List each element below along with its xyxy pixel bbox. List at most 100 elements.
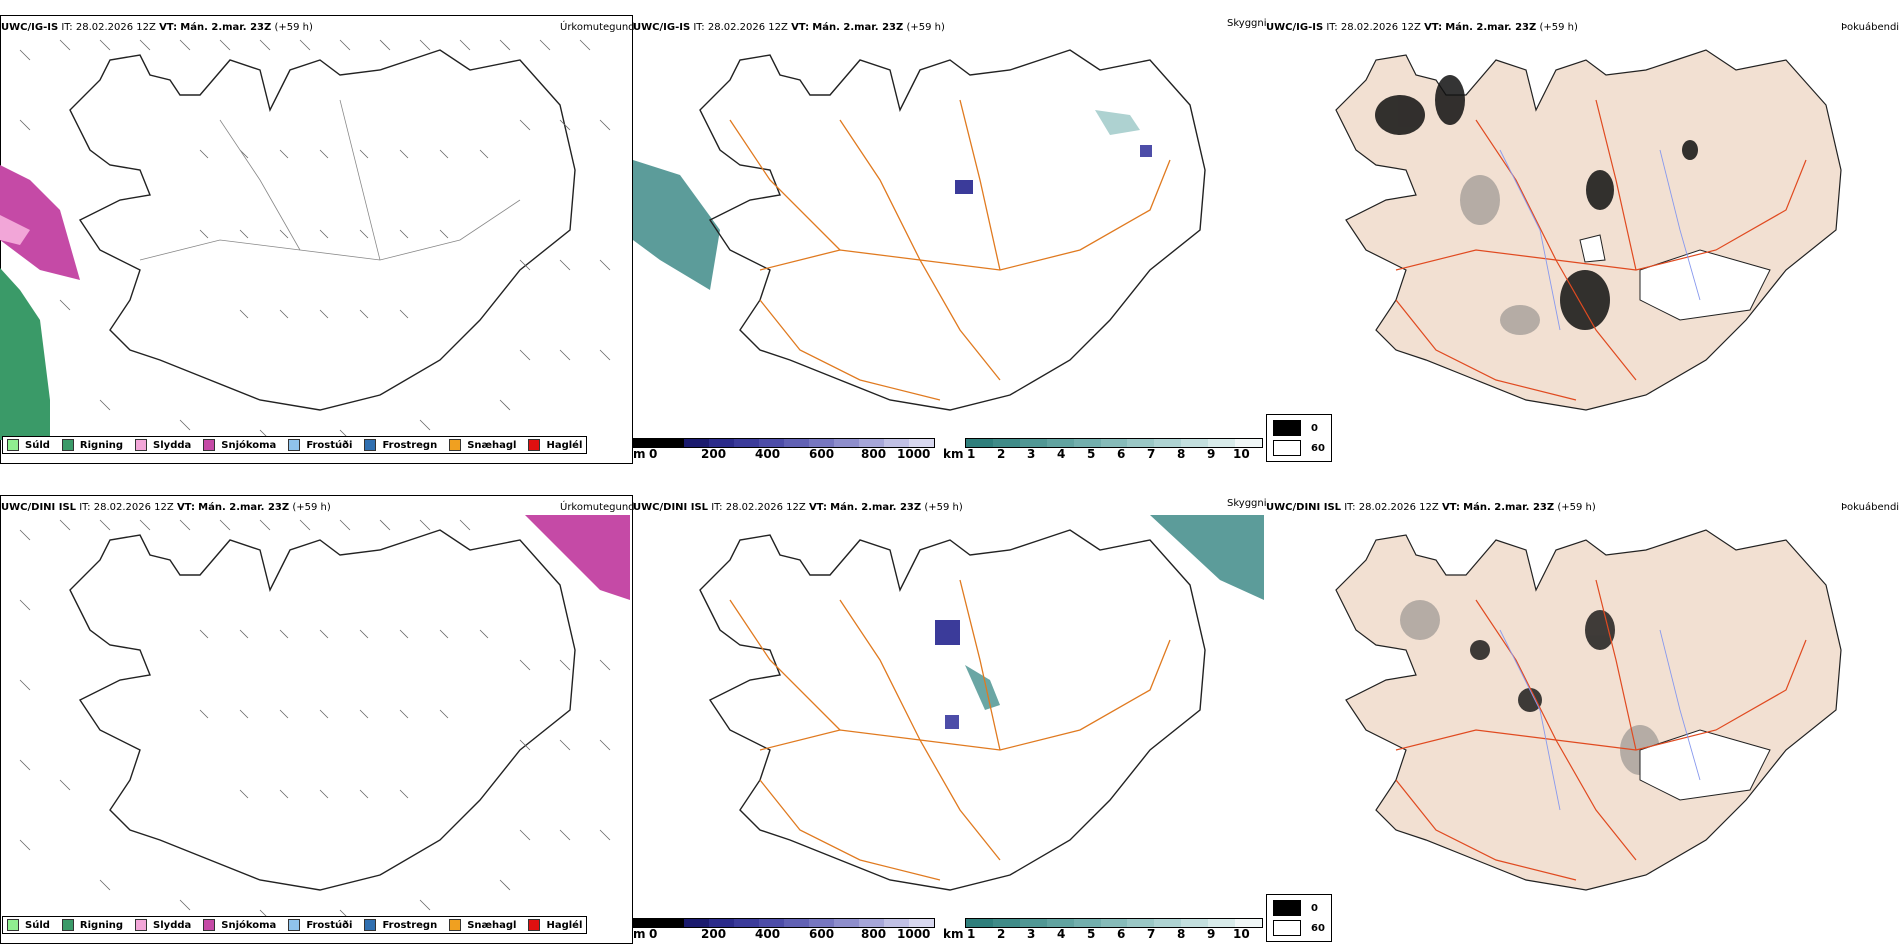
colorbar-unit: km [943,927,964,941]
elevation-colorbar-segments [633,918,935,928]
vt-value: Mán. 2.mar. 23Z [812,22,904,33]
iceland-outline [69,529,576,891]
legend-item: Frostúði [288,439,352,451]
legend-swatch [61,439,74,451]
roads [729,579,1171,881]
fog-grey-patches [1460,175,1540,335]
colorbar-unit: km [943,447,964,461]
legend-item: Súld [7,439,50,451]
low-visibility-area [633,160,720,290]
colorbar-tick: 8 [1177,927,1186,941]
vt-value: Mán. 2.mar. 23Z [180,22,272,33]
legend-item: Snæhagl [449,439,516,451]
legend-label: Snjókoma [221,919,277,931]
vt-value: Mán. 2.mar. 23Z [1463,502,1555,513]
legend-swatch [449,919,462,931]
fog-dark-patches [1375,75,1698,330]
legend-swatch [203,919,216,931]
legend-label: Frostregn [382,919,438,931]
model-name: UWC/IG-IS [633,22,691,33]
glacier-mark [935,620,960,645]
glacier-mark [945,715,959,729]
precip-map [19,515,630,921]
colorbar-tick: 2 [997,927,1006,941]
legend-item: Snæhagl [449,919,516,931]
fog-legend-label: 0 [1311,902,1318,914]
vt-value: Mán. 2.mar. 23Z [198,502,290,513]
legend-swatch [364,919,377,931]
visibility-colorbar-segments [965,438,1263,448]
fog-legend-item: 60 [1273,918,1325,938]
model-name: UWC/IG-IS [1266,22,1324,33]
it-value: 28.02.2026 12Z [1358,502,1439,513]
colorbar-tick: 9 [1207,927,1216,941]
it-label: IT: [61,22,73,33]
panel-title-visibility: Skyggni [1227,18,1267,29]
legend-item: Haglél [528,439,582,451]
it-label: IT: [79,502,91,513]
colorbar-tick: 2 [997,447,1006,461]
colorbar-tick: 400 [755,447,781,461]
roads [1395,99,1807,401]
legend-label: Frostúði [306,439,353,451]
panel-title-visibility: Skyggni [1227,498,1267,509]
legend-item: Súld [7,919,50,931]
run-header: UWC/IG-IS IT: 28.02.2026 12Z VT: Mán. 2.… [1266,22,1578,33]
model-name: UWC/DINI ISL [1,502,77,513]
model-name: UWC/DINI ISL [633,502,709,513]
legend-label: Snæhagl [467,919,517,931]
vt-value: Mán. 2.mar. 23Z [830,502,922,513]
run-header: UWC/DINI ISL IT: 28.02.2026 12Z VT: Mán.… [633,502,963,513]
legend-item: Snjókoma [203,919,276,931]
fog-legend-swatch [1273,440,1301,456]
legend-item: Frostregn [364,919,437,931]
colorbar-tick: 600 [809,927,835,941]
precip-map [0,39,611,441]
snow-area [525,515,630,600]
colorbar-tick: 5 [1087,447,1096,461]
legend-label: Frostúði [306,919,353,931]
fog-legend-label: 60 [1311,922,1325,934]
vt-label: VT: [791,22,810,33]
iceland-outline [699,529,1206,891]
legend-label: Slydda [153,439,192,451]
it-value: 28.02.2026 12Z [707,22,788,33]
lead-time: (+59 h) [274,22,313,33]
colorbar-tick: 200 [701,927,727,941]
legend-swatch [7,439,19,451]
legend-swatch [288,439,301,451]
precip-legend: Súld Rigning Slydda Snjókoma Frostúði Fr… [2,916,588,934]
legend-label: Haglél [546,439,583,451]
visibility-map [633,49,1206,411]
panel-title-precip: Úrkomutegund [560,502,635,513]
visibility-colorbar-segments [965,918,1263,928]
colorbar-unit: m [633,927,646,941]
elevation-colorbar: m 0 200 400 600 800 1000 [633,438,935,461]
legend-item: Frostúði [288,919,352,931]
glacier-mark [955,180,973,194]
colorbar-tick: 0 [649,927,658,941]
fog-legend-swatch [1273,420,1301,436]
rivers [1499,629,1701,811]
legend-label: Snjókoma [221,439,277,451]
colorbar-tick: 4 [1057,447,1066,461]
legend-swatch [135,439,148,451]
roads [1395,579,1807,881]
row-1: UWC/IG-IS IT: 28.02.2026 12Z VT: Mán. 2.… [0,0,1900,470]
run-header: UWC/DINI ISL IT: 28.02.2026 12Z VT: Mán.… [1,502,331,513]
colorbar-tick: 6 [1117,927,1126,941]
roads-lines [139,99,521,261]
legend-item: Rigning [61,919,123,931]
precip-panel-frame [0,495,633,944]
colorbar-tick: 1000 [897,927,931,941]
colorbar-tick: 9 [1207,447,1216,461]
legend-label: Slydda [153,919,192,931]
lead-time: (+59 h) [292,502,331,513]
legend-swatch [61,919,74,931]
fog-map [1335,49,1842,411]
row-2: UWC/DINI ISL IT: 28.02.2026 12Z VT: Mán.… [0,480,1900,950]
legend-item: Frostregn [364,439,437,451]
fog-legend-label: 60 [1311,442,1325,454]
fog-legend: 0 60 [1266,414,1332,462]
fog-legend-item: 0 [1273,418,1325,438]
